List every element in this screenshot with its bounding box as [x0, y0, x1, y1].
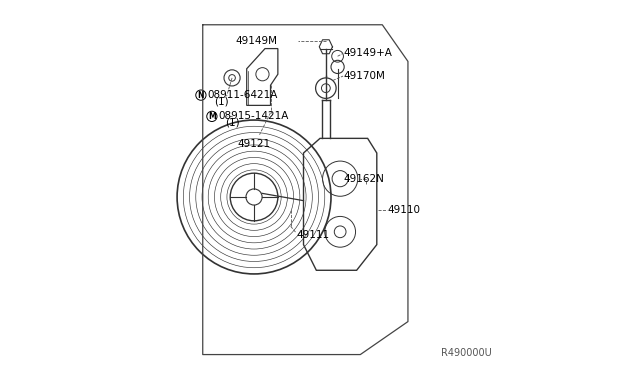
Text: 49149+A: 49149+A: [344, 48, 393, 58]
Text: 49121: 49121: [237, 139, 271, 149]
Text: 49110: 49110: [388, 205, 420, 215]
Text: 08915-1421A: 08915-1421A: [218, 111, 289, 121]
Text: 49111: 49111: [296, 231, 330, 240]
Text: 08911-6421A: 08911-6421A: [207, 90, 278, 100]
Text: 49170M: 49170M: [344, 71, 386, 81]
Text: M: M: [208, 112, 216, 121]
Text: 49162N: 49162N: [344, 174, 385, 184]
Text: 49149M: 49149M: [236, 36, 278, 46]
Text: (1): (1): [225, 118, 240, 128]
Text: (1): (1): [214, 97, 229, 107]
Text: R490000U: R490000U: [442, 348, 492, 358]
Text: N: N: [198, 91, 204, 100]
